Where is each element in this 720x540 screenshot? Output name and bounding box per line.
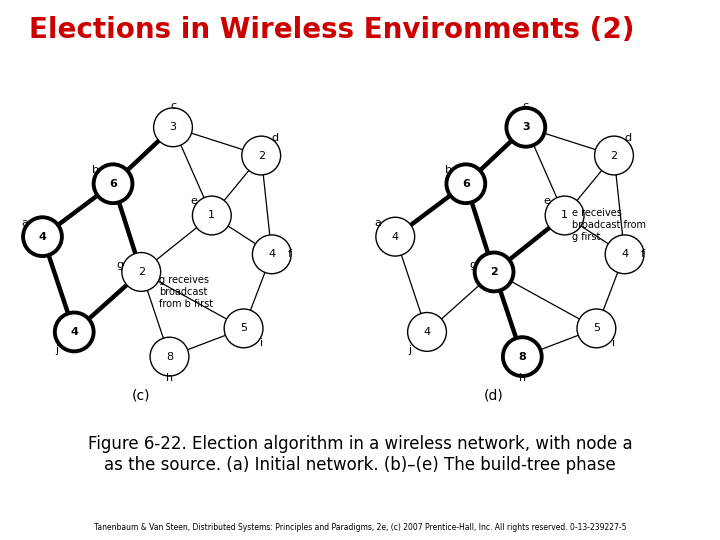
Text: 1: 1 (561, 211, 568, 220)
Circle shape (376, 217, 415, 256)
Text: c: c (170, 101, 176, 111)
Circle shape (474, 253, 513, 292)
Text: d: d (624, 133, 631, 143)
Circle shape (192, 196, 231, 235)
Circle shape (94, 164, 132, 203)
Text: e: e (191, 197, 197, 206)
Text: g: g (117, 260, 124, 270)
Text: 6: 6 (109, 179, 117, 189)
Text: f: f (287, 249, 292, 259)
Text: 5: 5 (593, 323, 600, 333)
Text: Elections in Wireless Environments (2): Elections in Wireless Environments (2) (29, 16, 634, 44)
Text: 4: 4 (423, 327, 431, 337)
Text: 4: 4 (392, 232, 399, 242)
Circle shape (23, 217, 62, 256)
Circle shape (503, 337, 541, 376)
Text: j: j (55, 345, 58, 355)
Text: 4: 4 (39, 232, 46, 242)
Text: h: h (166, 373, 173, 383)
Circle shape (606, 235, 644, 274)
Text: (c): (c) (132, 388, 150, 402)
Circle shape (55, 313, 94, 352)
Text: 6: 6 (462, 179, 469, 189)
Text: e receives
broadcast from
g first: e receives broadcast from g first (572, 208, 646, 241)
Text: c: c (523, 101, 529, 111)
Text: 5: 5 (240, 323, 247, 333)
Circle shape (150, 337, 189, 376)
Circle shape (224, 309, 263, 348)
Text: i: i (613, 338, 616, 348)
Text: a: a (22, 218, 28, 227)
Text: 2: 2 (138, 267, 145, 277)
Text: d: d (271, 133, 279, 143)
Text: g receives
broadcast
from b first: g receives broadcast from b first (159, 275, 213, 309)
Text: 8: 8 (518, 352, 526, 362)
Text: Figure 6-22. Election algorithm in a wireless network, with node a: Figure 6-22. Election algorithm in a wir… (88, 435, 632, 453)
Text: 2: 2 (258, 151, 265, 160)
Text: i: i (260, 338, 263, 348)
Text: (d): (d) (484, 388, 504, 402)
Text: b: b (445, 165, 451, 174)
Text: b: b (92, 165, 99, 174)
Text: as the source. (a) Initial network. (b)–(e) The build-tree phase: as the source. (a) Initial network. (b)–… (104, 456, 616, 474)
Text: 4: 4 (621, 249, 628, 259)
Text: h: h (518, 373, 526, 383)
Circle shape (506, 108, 545, 147)
Circle shape (253, 235, 291, 274)
Circle shape (577, 309, 616, 348)
Text: g: g (469, 260, 477, 270)
Text: 8: 8 (166, 352, 173, 362)
Text: e: e (544, 197, 550, 206)
Circle shape (408, 313, 446, 352)
Text: Tanenbaum & Van Steen, Distributed Systems: Principles and Paradigms, 2e, (c) 20: Tanenbaum & Van Steen, Distributed Syste… (94, 523, 626, 532)
Text: 4: 4 (71, 327, 78, 337)
Text: 3: 3 (169, 122, 176, 132)
Text: 1: 1 (208, 211, 215, 220)
Circle shape (242, 136, 281, 175)
Text: a: a (374, 218, 381, 227)
Circle shape (545, 196, 584, 235)
Text: f: f (640, 249, 644, 259)
Text: 2: 2 (611, 151, 618, 160)
Text: 2: 2 (490, 267, 498, 277)
Circle shape (153, 108, 192, 147)
Circle shape (122, 253, 161, 292)
Circle shape (595, 136, 634, 175)
Circle shape (446, 164, 485, 203)
Text: 4: 4 (269, 249, 275, 259)
Text: j: j (408, 345, 411, 355)
Text: 3: 3 (522, 122, 530, 132)
